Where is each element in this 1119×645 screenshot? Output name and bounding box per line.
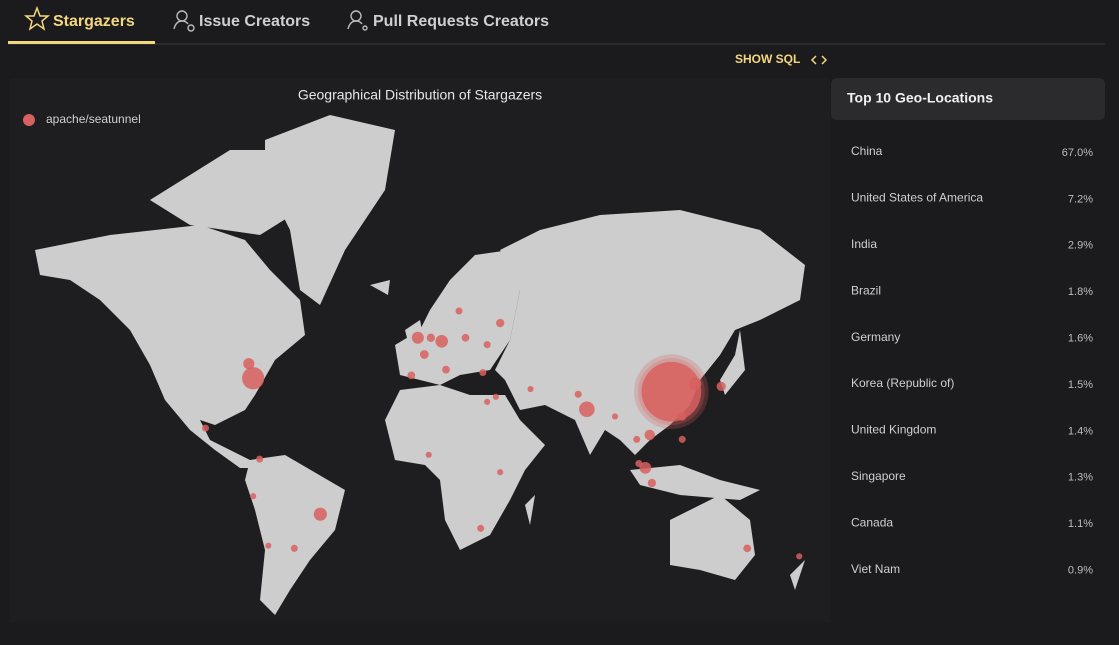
bubbles [201,307,803,560]
location-name: India [851,237,877,251]
tab[interactable]: Pull Requests Creators [373,13,549,30]
bubble [579,401,595,418]
bubble [407,371,416,380]
location-share: 2.9% [1068,240,1093,252]
location-name: Brazil [851,283,881,297]
legend-label[interactable]: apache/seatunnel [46,112,141,126]
bubble [574,390,582,398]
bubble [611,413,619,420]
chart-title: Geographical Distribution of Stargazers [298,87,542,103]
location-share: 1.8% [1068,286,1093,298]
bubble [678,412,687,421]
bubble [635,459,643,468]
star-icon [23,5,51,31]
location-name: Singapore [851,469,906,483]
location-name: Viet Nam [851,562,900,576]
active-tab-underline [8,41,155,44]
bubble [265,542,272,549]
user-icon [173,10,195,32]
bubble [313,507,327,521]
location-share: 0.9% [1068,565,1093,577]
bubble [455,307,463,315]
bubble [435,334,448,348]
bubble [290,544,298,552]
tab[interactable]: Stargazers [53,13,135,30]
location-share: 67.0% [1062,147,1093,159]
bubble [425,451,432,458]
bubble [479,369,487,377]
bubble [527,385,534,393]
bubble [477,524,485,532]
legend-marker [23,114,35,126]
location-share: 1.5% [1068,379,1093,391]
bubble [461,333,470,342]
bubble [426,333,435,342]
user-icon [347,10,368,31]
location-share: 1.6% [1068,333,1093,345]
location-name: United Kingdom [851,423,936,437]
location-share: 1.3% [1068,472,1093,484]
bubble [644,429,655,441]
location-name: United States of America [851,191,983,205]
bubble [716,381,726,392]
location-name: China [851,144,883,158]
bubble [743,544,752,553]
location-share: 7.2% [1068,193,1093,205]
list-title: Top 10 Geo-Locations [847,90,993,106]
bubble [497,469,504,476]
bubble [796,553,803,560]
bubble [633,435,641,443]
bubble [647,478,657,488]
bubble [243,358,255,370]
bubble [411,331,424,344]
bubble [639,461,652,474]
bubble [250,493,257,500]
show-sql-button[interactable]: SHOW SQL [735,52,800,66]
bubble [419,350,429,359]
bubble [484,398,491,405]
location-name: Korea (Republic of) [851,376,954,390]
bubble [256,455,264,463]
bubble [641,361,702,422]
tab[interactable]: Issue Creators [199,13,310,30]
bubble [492,393,499,400]
location-share: 1.1% [1068,518,1093,530]
bubble [496,318,505,328]
bubble [689,377,702,390]
location-name: Germany [851,330,900,344]
code-icon[interactable] [810,55,828,65]
bubble [483,341,491,349]
list-header [831,78,1105,120]
bubble [201,424,209,432]
bubble [678,435,686,443]
location-list: China 67.0% United States of America 7.2% In… [851,144,1093,576]
bubble [242,367,265,390]
location-share: 1.4% [1068,425,1093,437]
bubble [442,365,450,374]
location-name: Canada [851,515,893,529]
